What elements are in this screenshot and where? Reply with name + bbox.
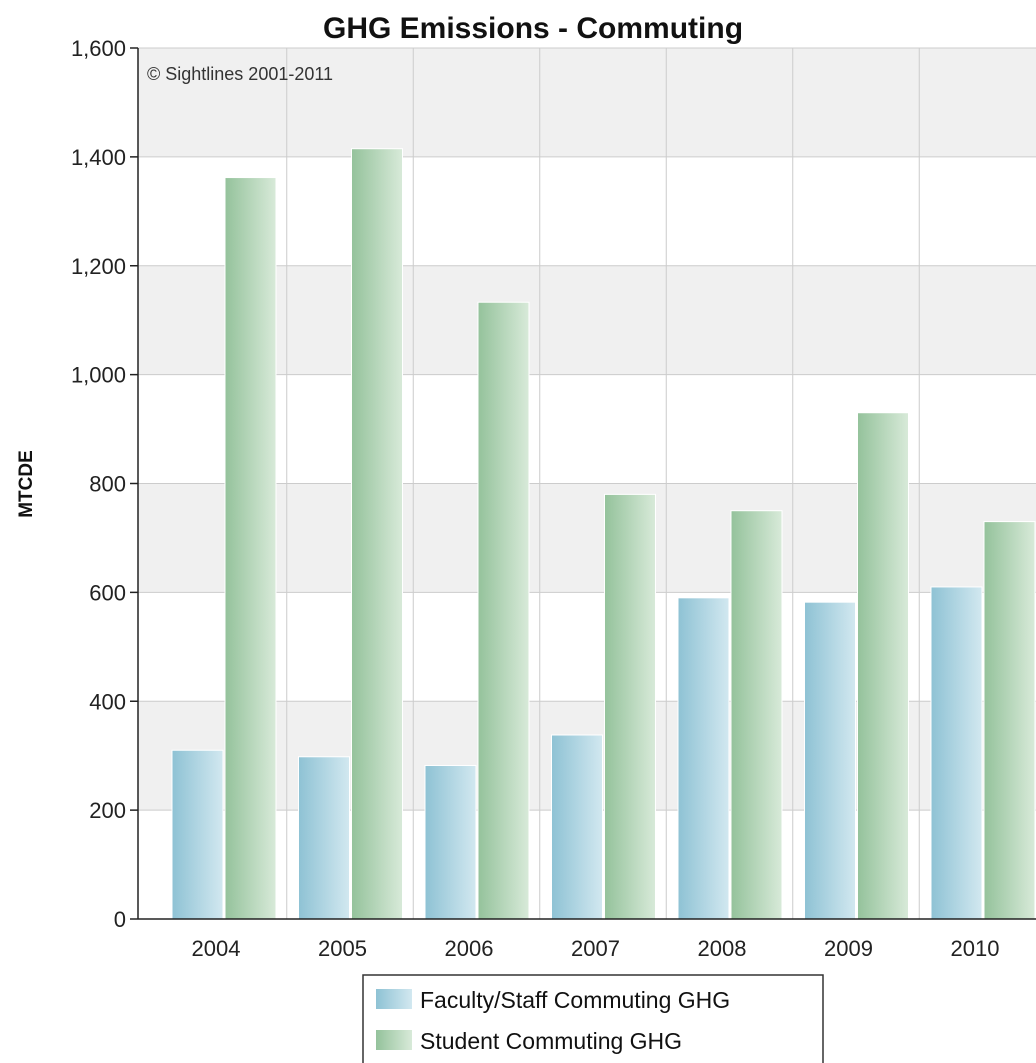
y-axis-label: MTCDE xyxy=(16,450,37,518)
y-tick-label: 400 xyxy=(89,689,126,714)
y-tick-label: 200 xyxy=(89,798,126,823)
bar-faculty-staff-2010 xyxy=(930,586,983,920)
chart-credit: © Sightlines 2001-2011 xyxy=(147,64,333,84)
plot-band xyxy=(138,265,1036,375)
chart-title: GHG Emissions - Commuting xyxy=(323,12,743,45)
x-tick-label: 2009 xyxy=(824,936,873,961)
bar-faculty-staff-2007 xyxy=(551,734,603,920)
y-tick-label: 1,600 xyxy=(71,36,126,61)
axes xyxy=(130,47,1036,920)
y-tick-label: 1,400 xyxy=(71,145,126,170)
bar-student-2005 xyxy=(351,148,403,920)
y-tick-label: 800 xyxy=(89,472,126,497)
bar-student-2008 xyxy=(730,510,783,920)
x-tick-label: 2006 xyxy=(445,936,494,961)
legend: Faculty/Staff Commuting GHG Student Comm… xyxy=(362,974,824,1063)
bar-student-2007 xyxy=(604,493,656,920)
y-tick-label: 0 xyxy=(114,907,126,932)
legend-label-faculty: Faculty/Staff Commuting GHG xyxy=(420,987,730,1013)
plot-band xyxy=(138,48,1036,157)
bar-faculty-staff-2005 xyxy=(298,756,350,920)
bar-student-2006 xyxy=(477,301,530,920)
x-tick-label: 2010 xyxy=(951,936,1000,961)
legend-label-student: Student Commuting GHG xyxy=(420,1028,682,1054)
y-tick-label: 600 xyxy=(89,580,126,605)
plot-band xyxy=(138,156,1036,266)
y-tick-label: 1,000 xyxy=(71,363,126,388)
bar-faculty-staff-2004 xyxy=(171,749,224,920)
y-tick-label: 1,200 xyxy=(71,254,126,279)
x-tick-label: 2004 xyxy=(192,936,241,961)
legend-swatch-student xyxy=(376,1030,412,1050)
bars xyxy=(171,148,1036,920)
legend-swatch-faculty xyxy=(376,989,412,1009)
x-tick-label: 2007 xyxy=(571,936,620,961)
tick-labels: 0 200 400 600 800 1,000 1,200 1,400 1,600 2004 200… xyxy=(71,36,1000,961)
bar-faculty-staff-2008 xyxy=(677,597,730,920)
bar-student-2010 xyxy=(983,521,1036,920)
x-tick-label: 2008 xyxy=(698,936,747,961)
bar-faculty-staff-2009 xyxy=(804,601,856,920)
x-tick-label: 2005 xyxy=(318,936,367,961)
legend-box xyxy=(362,974,824,1063)
bar-student-2009 xyxy=(857,412,909,920)
bar-student-2004 xyxy=(224,177,277,920)
bar-faculty-staff-2006 xyxy=(424,764,477,920)
